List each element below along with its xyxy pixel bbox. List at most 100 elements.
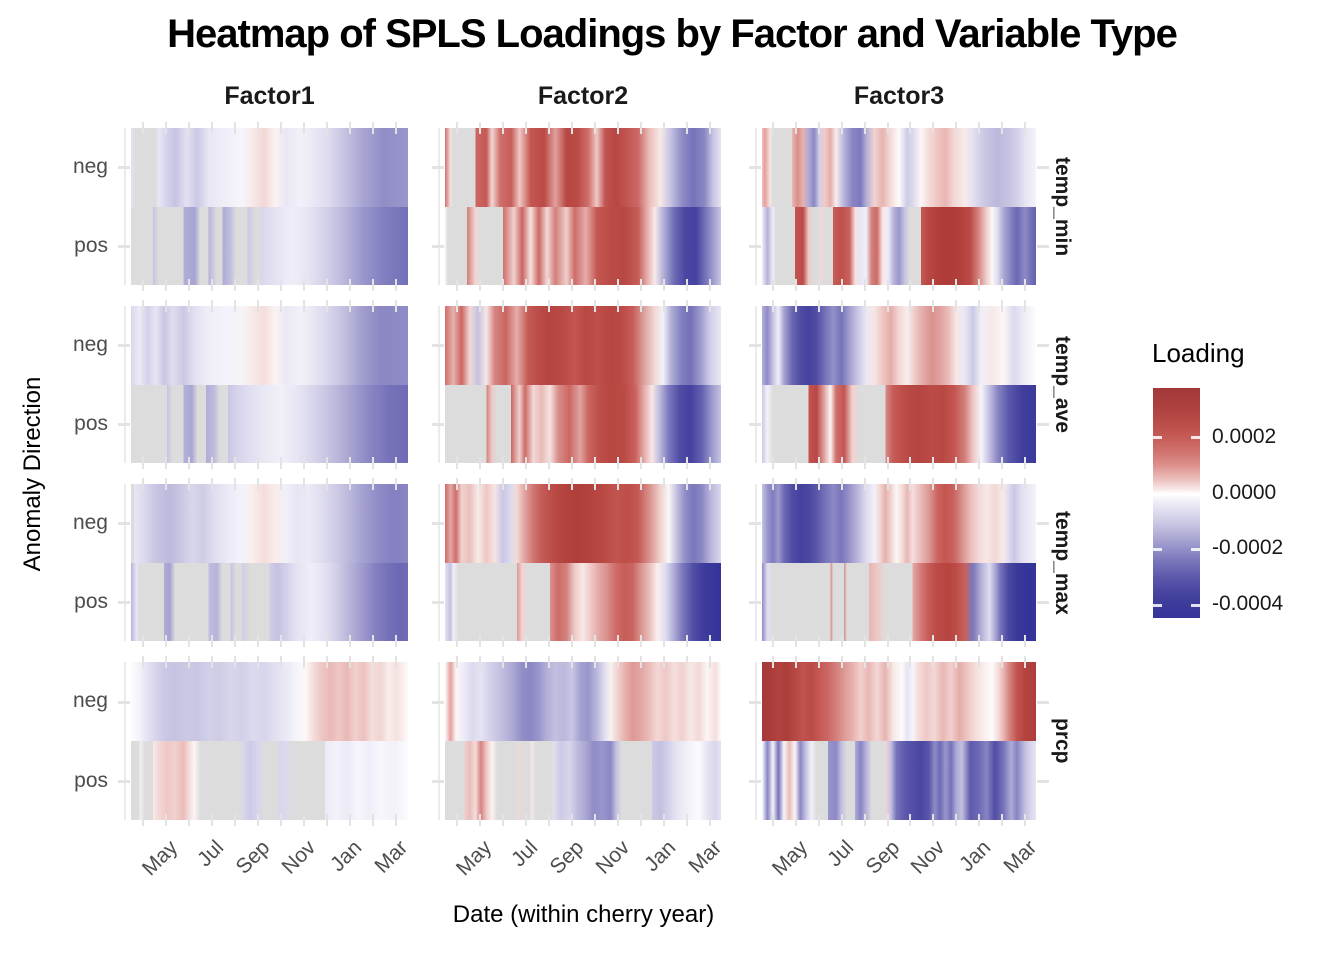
x-axis-title: Date (within cherry year): [452, 901, 715, 928]
x-tick-mark: [280, 279, 283, 291]
x-tick-mark: [187, 300, 190, 312]
facet-strip-factor2: Factor2: [537, 82, 629, 110]
x-tick-mark: [164, 814, 167, 826]
x-tick-mark: [478, 457, 481, 469]
heatmap-strip-temp_ave-Factor3-pos: [762, 384, 1036, 463]
x-tick-mark: [326, 279, 329, 291]
x-tick-mark: [863, 279, 866, 291]
x-tick-mark: [280, 457, 283, 469]
y-tick-mark: [432, 600, 444, 604]
x-tick-mark: [372, 279, 375, 291]
y-label-pos: pos: [74, 590, 108, 613]
x-tick-mark: [326, 635, 329, 647]
legend-tick-dash: [1191, 436, 1200, 440]
x-tick-mark: [886, 635, 889, 647]
x-tick-mark: [662, 635, 665, 647]
y-axis-line: [755, 128, 757, 285]
x-tick-mark: [616, 656, 619, 668]
x-tick-mark: [372, 122, 375, 134]
x-tick-mark: [772, 656, 775, 668]
x-tick-mark: [863, 122, 866, 134]
x-tick-mark: [501, 478, 504, 490]
heatmap-strip-temp_max-Factor2-neg: [445, 484, 721, 563]
y-label-neg: neg: [72, 689, 108, 712]
x-tick-mark: [141, 656, 144, 668]
x-tick-mark: [795, 300, 798, 312]
x-tick-mark: [501, 457, 504, 469]
x-tick-mark: [256, 635, 259, 647]
x-tick-mark: [570, 478, 573, 490]
y-axis-line: [755, 662, 757, 820]
x-tick-mark: [1000, 814, 1003, 826]
x-tick-mark: [210, 814, 213, 826]
heatmap-strip-prcp-Factor3-neg: [762, 662, 1036, 741]
heatmap-strip-temp_ave-Factor2-pos: [445, 384, 721, 463]
heatmap-strip-temp_min-Factor3-neg: [762, 128, 1036, 207]
y-tick-mark: [1037, 244, 1049, 248]
x-tick-mark: [662, 279, 665, 291]
x-tick-mark: [932, 814, 935, 826]
y-tick-mark: [749, 522, 761, 526]
x-tick-mark: [708, 300, 711, 312]
x-tick-mark: [478, 635, 481, 647]
x-tick-mark: [395, 457, 398, 469]
y-tick-mark: [749, 779, 761, 783]
y-tick-mark: [1037, 344, 1049, 348]
x-tick-mark: [1023, 635, 1026, 647]
x-tick-mark: [164, 635, 167, 647]
heatmap-panel-temp_min-Factor2: [445, 128, 721, 285]
x-tick-mark: [372, 478, 375, 490]
legend-tick-label: -0.0004: [1212, 592, 1284, 615]
x-tick-mark: [233, 122, 236, 134]
heatmap-panel-temp_min-Factor1: [131, 128, 408, 285]
heatmap-panel-prcp-Factor3: [762, 662, 1036, 820]
x-tick-mark: [1023, 478, 1026, 490]
y-tick-mark: [749, 600, 761, 604]
x-tick-mark: [795, 635, 798, 647]
x-tick-mark: [685, 814, 688, 826]
x-tick-mark: [164, 478, 167, 490]
x-tick-mark: [639, 656, 642, 668]
x-tick-mark: [524, 300, 527, 312]
x-tick-mark: [524, 656, 527, 668]
x-tick-mark: [772, 457, 775, 469]
heatmap-strip-prcp-Factor1-neg: [131, 662, 408, 741]
x-tick-mark: [547, 122, 550, 134]
y-tick-mark: [118, 166, 130, 170]
x-tick-mark: [141, 814, 144, 826]
x-tick-mark: [593, 457, 596, 469]
y-label-neg: neg: [72, 333, 108, 356]
x-tick-mark: [210, 279, 213, 291]
y-tick-mark: [432, 422, 444, 426]
x-tick-mark: [349, 635, 352, 647]
x-tick-mark: [639, 457, 642, 469]
x-tick-mark: [639, 478, 642, 490]
x-tick-mark: [501, 122, 504, 134]
x-tick-mark: [478, 279, 481, 291]
legend-title: Loading: [1152, 338, 1245, 368]
x-tick-mark: [1023, 656, 1026, 668]
x-tick-mark: [501, 635, 504, 647]
x-tick-mark: [886, 279, 889, 291]
x-tick-mark: [708, 635, 711, 647]
x-tick-mark: [256, 457, 259, 469]
x-tick-mark: [141, 122, 144, 134]
x-tick-mark: [685, 300, 688, 312]
x-tick-mark: [570, 279, 573, 291]
heatmap-panel-temp_max-Factor1: [131, 484, 408, 641]
heatmap-strip-temp_min-Factor2-neg: [445, 128, 721, 207]
x-tick-mark: [280, 656, 283, 668]
y-axis-line: [124, 128, 126, 285]
x-tick-mark: [593, 122, 596, 134]
y-tick-mark: [1037, 779, 1049, 783]
x-tick-mark: [210, 457, 213, 469]
x-tick-mark: [524, 457, 527, 469]
x-tick-mark: [977, 478, 980, 490]
x-tick-mark: [708, 478, 711, 490]
x-tick-mark: [685, 279, 688, 291]
x-tick-mark: [455, 300, 458, 312]
x-tick-mark: [164, 279, 167, 291]
x-tick-mark: [593, 635, 596, 647]
x-tick-mark: [708, 656, 711, 668]
